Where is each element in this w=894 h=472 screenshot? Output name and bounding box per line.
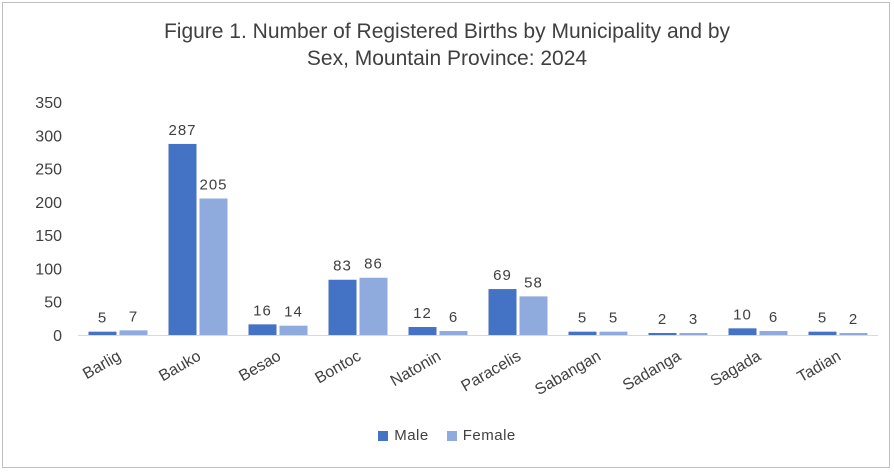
data-label: 287 xyxy=(168,122,196,139)
y-tick-label: 50 xyxy=(44,295,62,312)
data-label: 5 xyxy=(578,310,587,327)
legend-item-male: Male xyxy=(378,427,429,444)
x-tick-label: Natonin xyxy=(388,348,444,390)
bar-female-natonin xyxy=(439,331,468,335)
x-tick-label: Bauko xyxy=(156,348,204,385)
bar-female-barlig xyxy=(119,330,148,335)
data-label: 7 xyxy=(129,308,138,325)
data-label: 83 xyxy=(333,258,352,275)
data-label: 16 xyxy=(253,302,272,319)
x-tick-label: Sagada xyxy=(708,348,764,390)
data-label: 69 xyxy=(493,267,512,284)
bar-male-natonin xyxy=(408,327,437,335)
x-tick-label: Sadanga xyxy=(620,348,684,395)
bar-female-sabangan xyxy=(599,331,628,335)
chart-title-line2: Sex, Mountain Province: 2024 xyxy=(306,47,588,70)
bar-female-paracelis xyxy=(519,296,548,335)
bar-female-bauko xyxy=(199,198,228,335)
bar-male-bauko xyxy=(168,143,197,335)
legend: Male Female xyxy=(0,427,894,444)
y-tick-label: 200 xyxy=(35,195,62,212)
bar-male-barlig xyxy=(88,331,117,335)
data-label: 2 xyxy=(658,311,667,328)
data-label: 6 xyxy=(769,309,778,326)
bar-female-besao xyxy=(279,325,308,335)
y-tick-label: 100 xyxy=(35,261,62,278)
y-tick-label: 150 xyxy=(35,228,62,245)
x-tick-label: Besao xyxy=(236,348,284,385)
data-label: 86 xyxy=(364,256,383,273)
bar-male-sabangan xyxy=(568,331,597,335)
data-label: 58 xyxy=(524,274,543,291)
data-label: 14 xyxy=(284,304,303,321)
y-tick-label: 250 xyxy=(35,162,62,179)
x-tick-label: Sabangan xyxy=(532,348,604,399)
bar-male-sadanga xyxy=(648,333,677,335)
data-label: 205 xyxy=(199,177,227,194)
x-tick-label: Tadian xyxy=(795,348,844,386)
chart-title-line1: Figure 1. Number of Registered Births by… xyxy=(163,20,731,43)
bar-female-bontoc xyxy=(359,277,388,335)
legend-item-female: Female xyxy=(446,427,516,444)
legend-swatch-male xyxy=(378,430,389,441)
bar-female-sagada xyxy=(759,331,788,335)
data-label: 3 xyxy=(689,311,698,328)
data-label: 10 xyxy=(733,306,752,323)
x-tick-label: Paracelis xyxy=(459,348,524,396)
bar-male-sagada xyxy=(728,328,757,335)
bar-female-sadanga xyxy=(679,333,708,335)
data-label: 5 xyxy=(98,310,107,327)
legend-label-male: Male xyxy=(394,427,429,444)
bar-female-tadian xyxy=(839,333,868,335)
legend-label-female: Female xyxy=(462,427,516,444)
y-tick-label: 300 xyxy=(35,128,62,145)
chart-title: Figure 1. Number of Registered Births by… xyxy=(0,18,894,72)
data-label: 5 xyxy=(609,310,618,327)
x-tick-label: Bontoc xyxy=(312,348,364,388)
x-tick-label: Barlig xyxy=(80,348,124,383)
bar-male-besao xyxy=(248,324,277,335)
y-tick-label: 350 xyxy=(35,95,62,112)
bar-male-tadian xyxy=(808,331,837,335)
data-label: 5 xyxy=(818,310,827,327)
y-tick-label: 0 xyxy=(53,328,62,345)
data-label: 2 xyxy=(849,311,858,328)
data-label: 12 xyxy=(413,305,432,322)
data-label: 6 xyxy=(449,309,458,326)
bar-male-bontoc xyxy=(328,279,357,335)
legend-swatch-female xyxy=(446,430,457,441)
bar-male-paracelis xyxy=(488,289,517,335)
